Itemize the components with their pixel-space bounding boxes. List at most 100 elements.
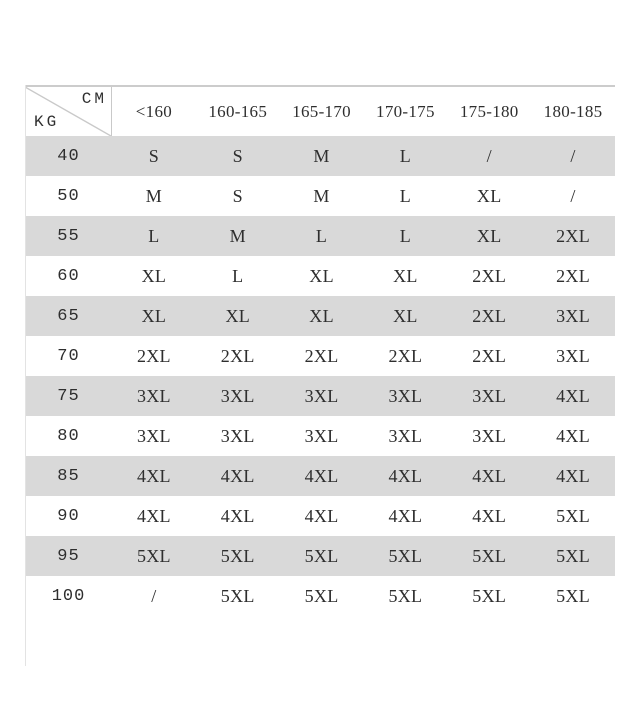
table-row: 70 2XL 2XL 2XL 2XL 2XL 3XL <box>25 336 615 376</box>
size-cell: 5XL <box>472 585 507 606</box>
size-cell: 5XL <box>556 545 590 566</box>
size-cell: 3XL <box>556 305 590 326</box>
size-cell: M <box>313 185 330 206</box>
size-cell: L <box>399 225 412 246</box>
size-cell: L <box>399 145 412 166</box>
size-cell: 3XL <box>304 425 339 446</box>
weight-row-header: 95 <box>57 546 80 566</box>
size-cell: 4XL <box>556 385 590 406</box>
table-row: 100 / 5XL 5XL 5XL 5XL 5XL <box>25 576 615 616</box>
size-cell: 2XL <box>472 345 507 366</box>
height-column-header: 170-175 <box>376 101 435 121</box>
size-cell: 4XL <box>388 505 423 526</box>
table-row: 90 4XL 4XL 4XL 4XL 4XL 5XL <box>25 496 615 536</box>
size-cell: / <box>570 185 576 206</box>
size-cell: 3XL <box>388 385 423 406</box>
size-cell: 5XL <box>220 585 255 606</box>
size-cell: 3XL <box>556 345 590 366</box>
size-cell: 5XL <box>136 545 171 566</box>
weight-row-header: 85 <box>57 466 80 486</box>
size-cell: S <box>232 145 243 166</box>
corner-cm-label: CM <box>81 90 107 108</box>
size-cell: XL <box>141 305 167 326</box>
size-cell: 4XL <box>136 465 171 486</box>
size-cell: 3XL <box>472 385 507 406</box>
size-cell: 2XL <box>136 345 171 366</box>
size-cell: XL <box>476 185 502 206</box>
size-cell: 3XL <box>220 385 255 406</box>
size-cell: 2XL <box>220 345 255 366</box>
weight-row-header: 40 <box>57 146 80 166</box>
table-row: 60 XL L XL XL 2XL 2XL <box>25 256 615 296</box>
size-cell: 5XL <box>556 585 590 606</box>
table-row: 80 3XL 3XL 3XL 3XL 3XL 4XL <box>25 416 615 456</box>
size-cell: 4XL <box>304 505 339 526</box>
size-cell: 5XL <box>304 545 339 566</box>
size-cell: 3XL <box>136 425 171 446</box>
size-cell: L <box>148 225 160 246</box>
size-cell: L <box>315 225 328 246</box>
size-cell: / <box>570 145 576 166</box>
size-cell: 3XL <box>472 425 507 446</box>
corner-kg-label: KG <box>34 113 60 131</box>
size-cell: 4XL <box>556 465 590 486</box>
size-cell: XL <box>476 225 502 246</box>
size-cell: M <box>229 225 246 246</box>
table-row: 55 L M L L XL 2XL <box>25 216 615 256</box>
weight-row-header: 60 <box>57 266 80 286</box>
size-cell: 2XL <box>472 265 507 286</box>
size-cell: 5XL <box>556 505 590 526</box>
size-cell: 5XL <box>304 585 339 606</box>
size-cell: S <box>232 185 243 206</box>
size-cell: 3XL <box>388 425 423 446</box>
weight-row-header: 50 <box>57 186 80 206</box>
size-cell: XL <box>393 265 418 286</box>
size-cell: M <box>313 145 330 166</box>
corner-header-cell: CM KG <box>25 87 112 136</box>
size-cell: XL <box>309 305 334 326</box>
table-row: 50 M S M L XL / <box>25 176 615 216</box>
size-cell: 4XL <box>136 505 171 526</box>
weight-row-header: 75 <box>57 386 80 406</box>
size-cell: 4XL <box>304 465 339 486</box>
table-row: 85 4XL 4XL 4XL 4XL 4XL 4XL <box>25 456 615 496</box>
size-cell: 2XL <box>556 225 590 246</box>
size-cell: 2XL <box>556 265 590 286</box>
table-row: 95 5XL 5XL 5XL 5XL 5XL 5XL <box>25 536 615 576</box>
size-cell: XL <box>309 265 334 286</box>
size-cell: L <box>399 185 412 206</box>
size-cell: M <box>145 185 163 206</box>
size-cell: XL <box>225 305 251 326</box>
size-cell: 4XL <box>220 465 255 486</box>
size-cell: 2XL <box>304 345 339 366</box>
height-column-header: <160 <box>135 101 173 121</box>
size-cell: / <box>486 145 492 166</box>
size-cell: 2XL <box>472 305 507 326</box>
weight-row-header: 90 <box>57 506 80 526</box>
weight-row-header: 65 <box>57 306 80 326</box>
table-row: 65 XL XL XL XL 2XL 3XL <box>25 296 615 336</box>
size-cell: 3XL <box>136 385 171 406</box>
height-column-header: 175-180 <box>459 101 519 121</box>
table-row: 75 3XL 3XL 3XL 3XL 3XL 4XL <box>25 376 615 416</box>
size-cell: / <box>151 585 157 606</box>
size-cell: XL <box>393 305 418 326</box>
size-cell: 5XL <box>220 545 255 566</box>
size-cell: 4XL <box>556 425 590 446</box>
size-cell: 5XL <box>472 545 507 566</box>
size-cell: S <box>148 145 160 166</box>
size-cell: 5XL <box>388 585 423 606</box>
height-column-header: 180-185 <box>543 101 603 121</box>
height-column-header: 165-170 <box>292 101 351 121</box>
weight-row-header: 100 <box>51 586 86 606</box>
size-cell: 3XL <box>220 425 255 446</box>
size-cell: L <box>232 265 244 286</box>
size-cell: 4XL <box>472 465 507 486</box>
size-cell: 4XL <box>220 505 255 526</box>
table-row: 40 S S M L / / <box>25 136 615 176</box>
size-chart-header-row: CM KG <160 160-165 165-170 170-175 175-1… <box>25 87 615 136</box>
size-cell: 4XL <box>472 505 507 526</box>
size-cell: 2XL <box>388 345 423 366</box>
size-chart-body: 40 S S M L //50 M S M L XL/55 L M L L XL 2XL 60 XL L XL XL 2XL… <box>25 136 615 616</box>
